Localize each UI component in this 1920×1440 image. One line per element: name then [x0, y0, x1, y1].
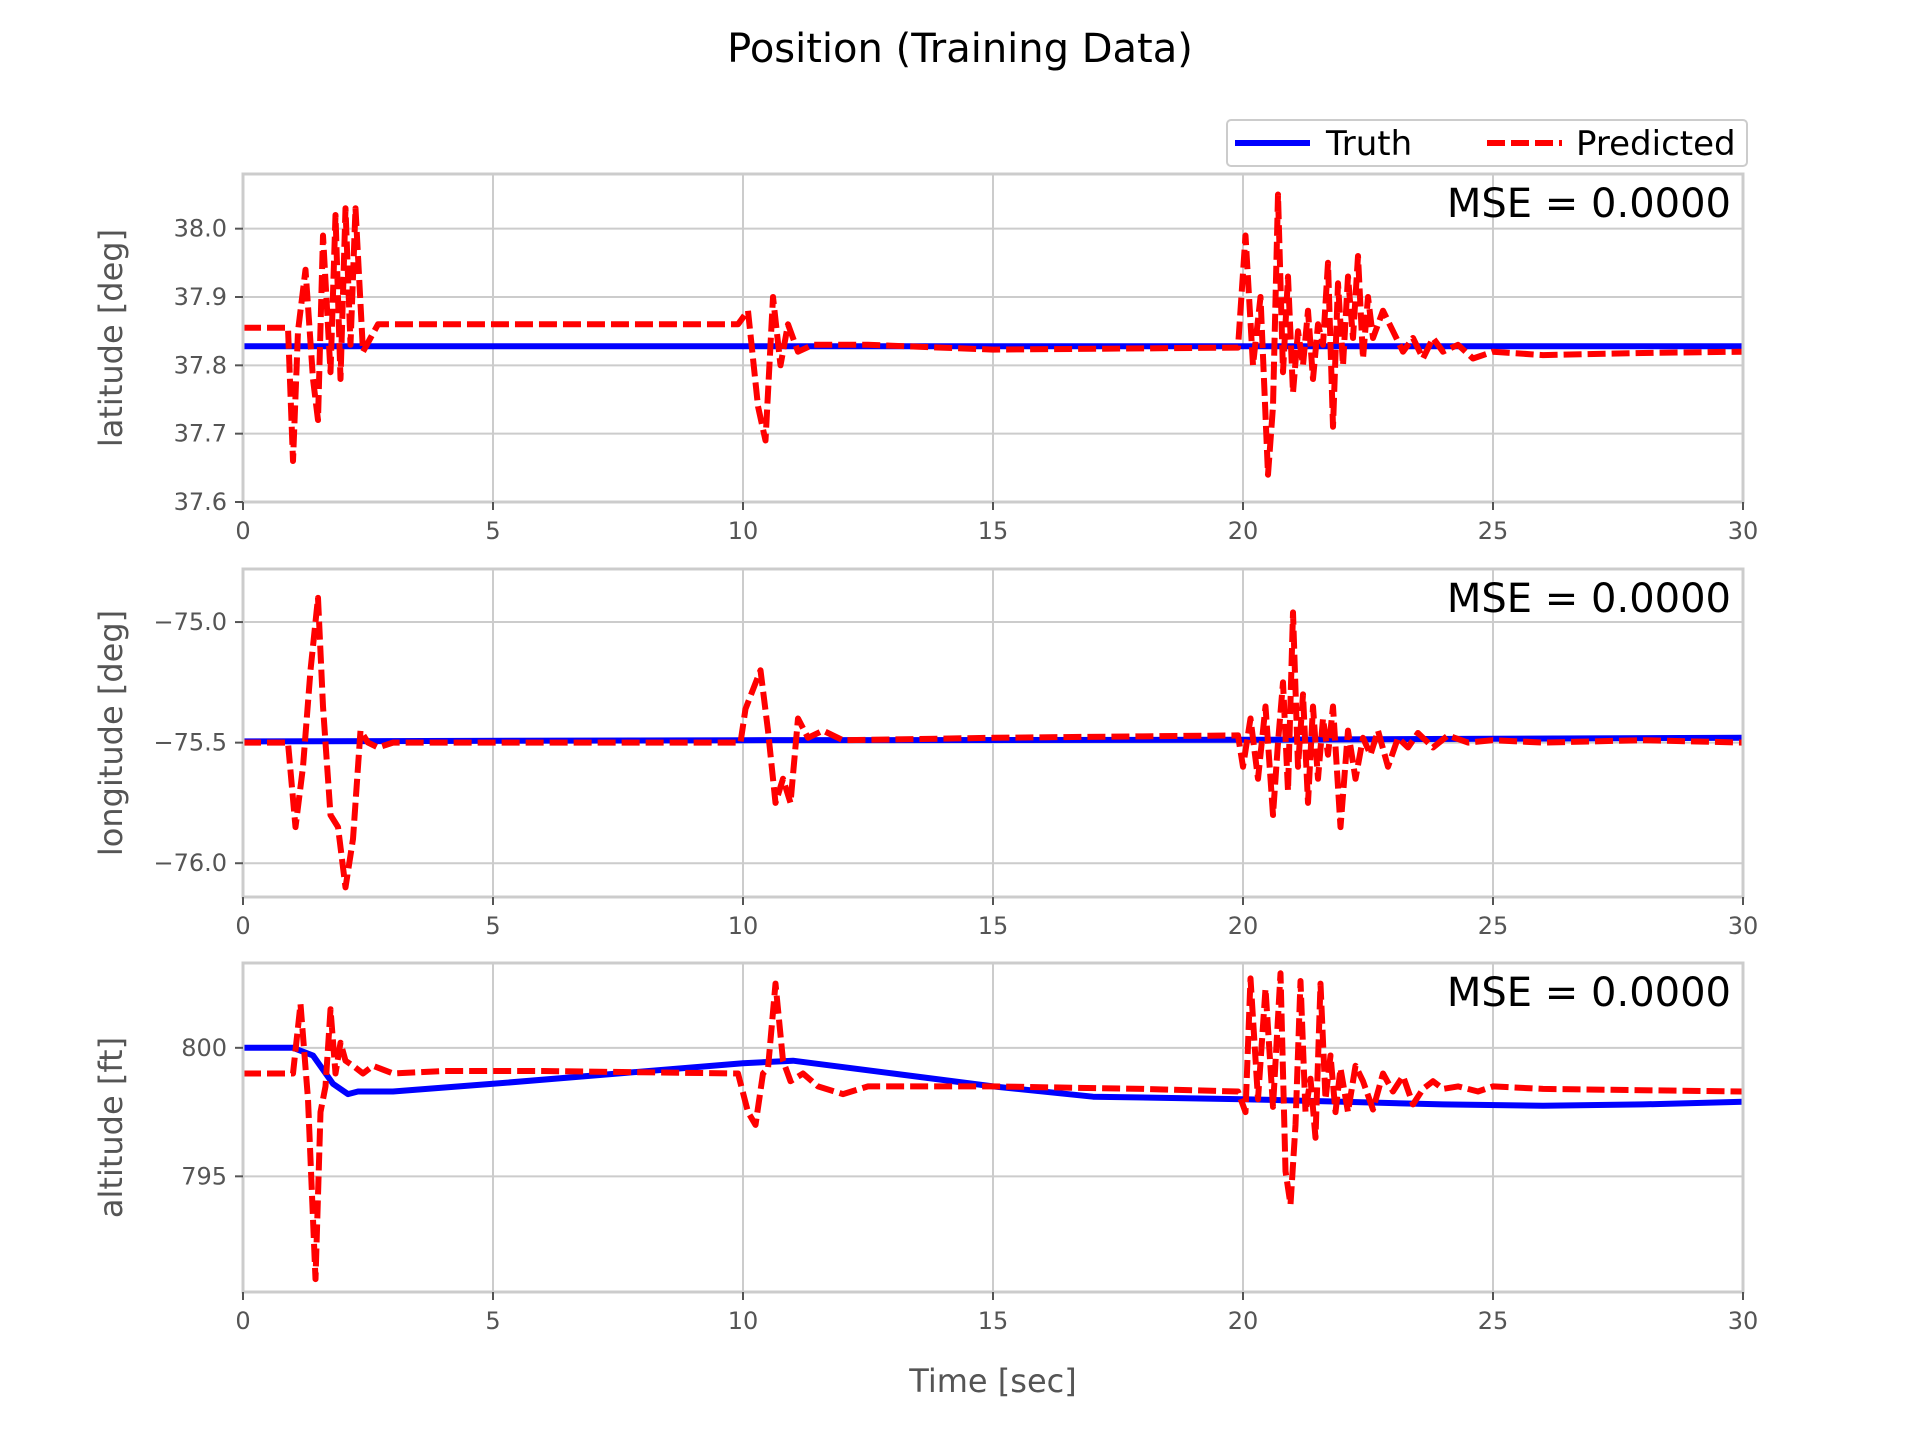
- predicted-line-altitude: [243, 970, 1743, 1283]
- x-axis-label: Time [sec]: [908, 1362, 1076, 1400]
- predicted-line-latitude: [243, 191, 1743, 478]
- y-axis-label: altitude [ft]: [92, 1037, 130, 1218]
- y-tick-label: 37.9: [174, 283, 227, 311]
- x-tick-label: 25: [1478, 517, 1509, 545]
- chart-title: Position (Training Data): [727, 26, 1193, 72]
- predicted-line-longitude: [243, 594, 1743, 891]
- x-tick-label: 10: [728, 517, 759, 545]
- x-tick-label: 15: [978, 912, 1009, 940]
- x-tick-label: 20: [1228, 912, 1259, 940]
- subplot-altitude: 0 5 10 15 20 25 30 795 800 altitude [ft] MSE = 0.0…: [92, 961, 1759, 1335]
- y-tick-label: 795: [181, 1162, 227, 1190]
- x-tick-label: 30: [1728, 517, 1759, 545]
- mse-annotation: MSE = 0.0000: [1447, 970, 1731, 1016]
- y-tick-label: 800: [181, 1034, 227, 1062]
- x-tick-label: 20: [1228, 1307, 1259, 1335]
- x-tick-label: 30: [1728, 912, 1759, 940]
- x-tick-label: 10: [728, 1307, 759, 1335]
- legend-predicted-label: Predicted: [1576, 124, 1736, 164]
- x-tick-label: 25: [1478, 1307, 1509, 1335]
- x-tick-label: 10: [728, 912, 759, 940]
- legend-truth-label: Truth: [1325, 124, 1412, 164]
- mse-annotation: MSE = 0.0000: [1447, 576, 1731, 622]
- y-tick-label: 37.8: [174, 351, 227, 379]
- x-tick-label: 20: [1228, 517, 1259, 545]
- y-tick-label: −75.0: [153, 608, 227, 636]
- y-tick-label: 38.0: [174, 215, 227, 243]
- y-tick-label: −76.0: [153, 849, 227, 877]
- legend: Truth Predicted: [1226, 119, 1748, 167]
- y-tick-label: −75.5: [153, 729, 227, 757]
- x-tick-label: 5: [485, 912, 500, 940]
- x-tick-label: 30: [1728, 1307, 1759, 1335]
- y-axis-label: latitude [deg]: [92, 229, 130, 447]
- x-tick-label: 15: [978, 1307, 1009, 1335]
- x-tick-label: 5: [485, 517, 500, 545]
- x-tick-label: 15: [978, 517, 1009, 545]
- x-tick-label: 0: [235, 517, 250, 545]
- subplot-longitude: 0 5 10 15 20 25 30 −76.0 −75.5 −75.0 longitude [de…: [92, 567, 1759, 940]
- y-tick-label: 37.6: [174, 488, 227, 516]
- subplots: 0 5 10 15 20 25 30 37.6 37.7 37.8 37.9 38.0 latitude…: [92, 172, 1759, 1335]
- mse-annotation: MSE = 0.0000: [1447, 181, 1731, 227]
- y-tick-label: 37.7: [174, 420, 227, 448]
- x-tick-label: 0: [235, 912, 250, 940]
- x-tick-label: 0: [235, 1307, 250, 1335]
- x-tick-label: 25: [1478, 912, 1509, 940]
- subplot-latitude: 0 5 10 15 20 25 30 37.6 37.7 37.8 37.9 38.0 latitude…: [92, 172, 1759, 545]
- x-tick-label: 5: [485, 1307, 500, 1335]
- y-axis-label: longitude [deg]: [92, 610, 130, 856]
